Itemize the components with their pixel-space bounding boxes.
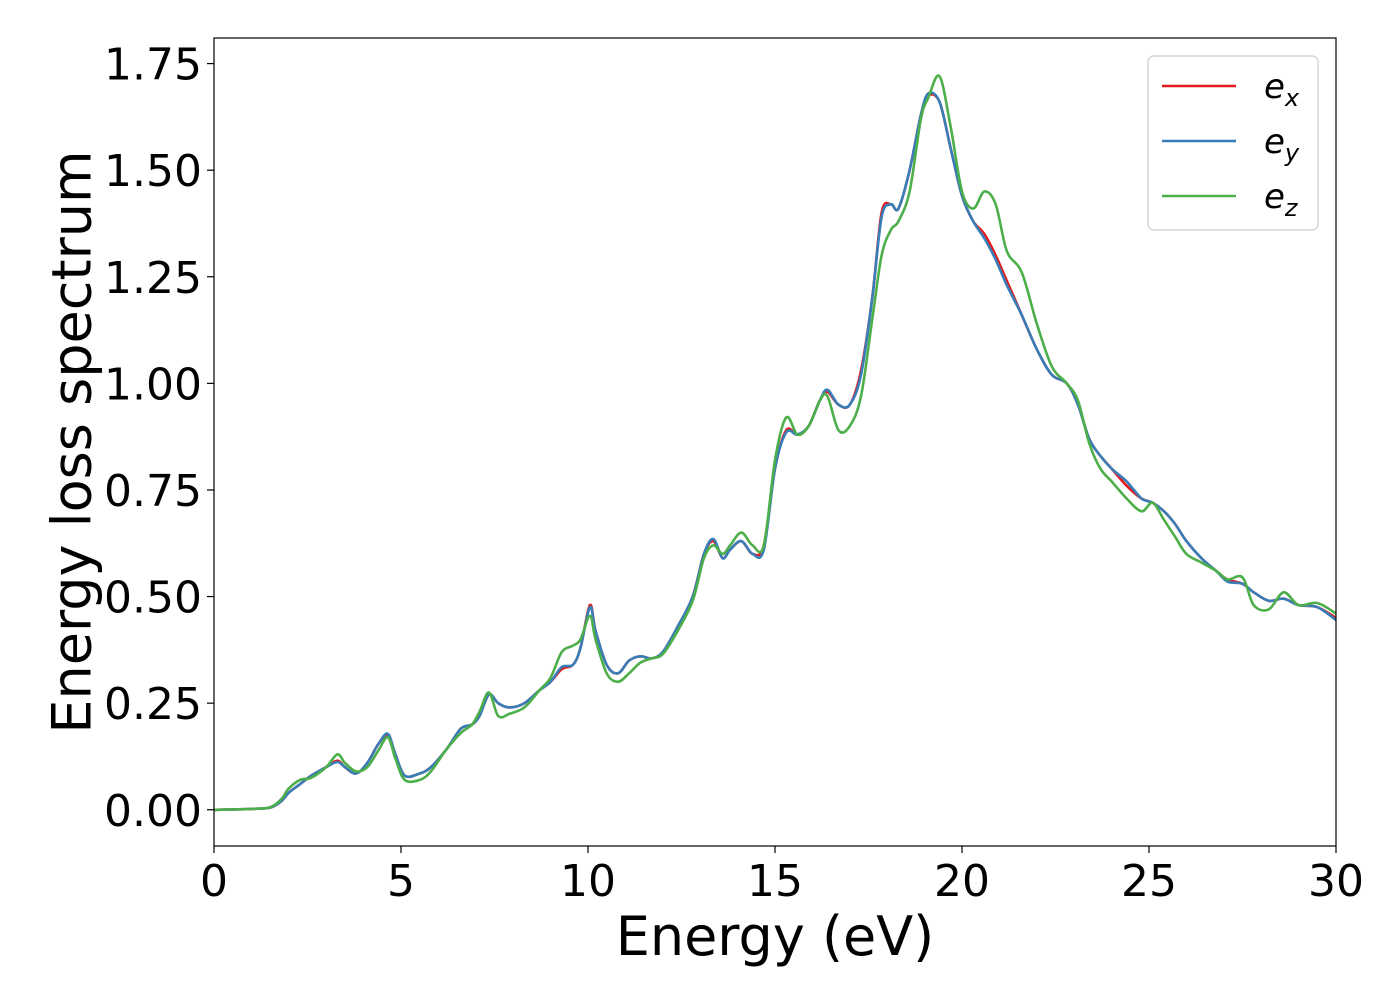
y-tick-label: 1.75 <box>104 40 202 91</box>
x-tick-label: 5 <box>387 856 415 907</box>
legend: ex ey ez <box>1147 55 1319 231</box>
legend-label-y: ey <box>1264 122 1300 167</box>
y-tick-label: 1.25 <box>104 253 202 304</box>
axis-ticks: 0 5 10 15 20 25 30 0.00 0.25 0.50 0.75 1.00 1.25 1.50… <box>104 40 1364 907</box>
x-axis-title: Energy (eV) <box>616 905 935 968</box>
x-tick-label: 30 <box>1308 856 1364 907</box>
y-tick-label: 1.00 <box>104 359 202 410</box>
y-tick-label: 0.25 <box>104 679 202 730</box>
x-tick-label: 25 <box>1121 856 1177 907</box>
y-tick-label: 0.50 <box>104 573 202 624</box>
y-tick-label: 0.00 <box>104 786 202 837</box>
y-tick-label: 0.75 <box>104 466 202 517</box>
legend-label-z: ez <box>1264 177 1299 222</box>
y-axis-title: Energy loss spectrum <box>41 150 104 733</box>
x-tick-label: 0 <box>200 856 228 907</box>
legend-box <box>1147 55 1319 231</box>
y-tick-label: 1.50 <box>104 146 202 197</box>
x-tick-label: 20 <box>934 856 990 907</box>
x-tick-label: 10 <box>560 856 616 907</box>
series-line-z <box>213 74 1337 812</box>
x-tick-label: 15 <box>747 856 803 907</box>
legend-label-x: ex <box>1264 67 1300 112</box>
series-lines <box>213 74 1337 812</box>
